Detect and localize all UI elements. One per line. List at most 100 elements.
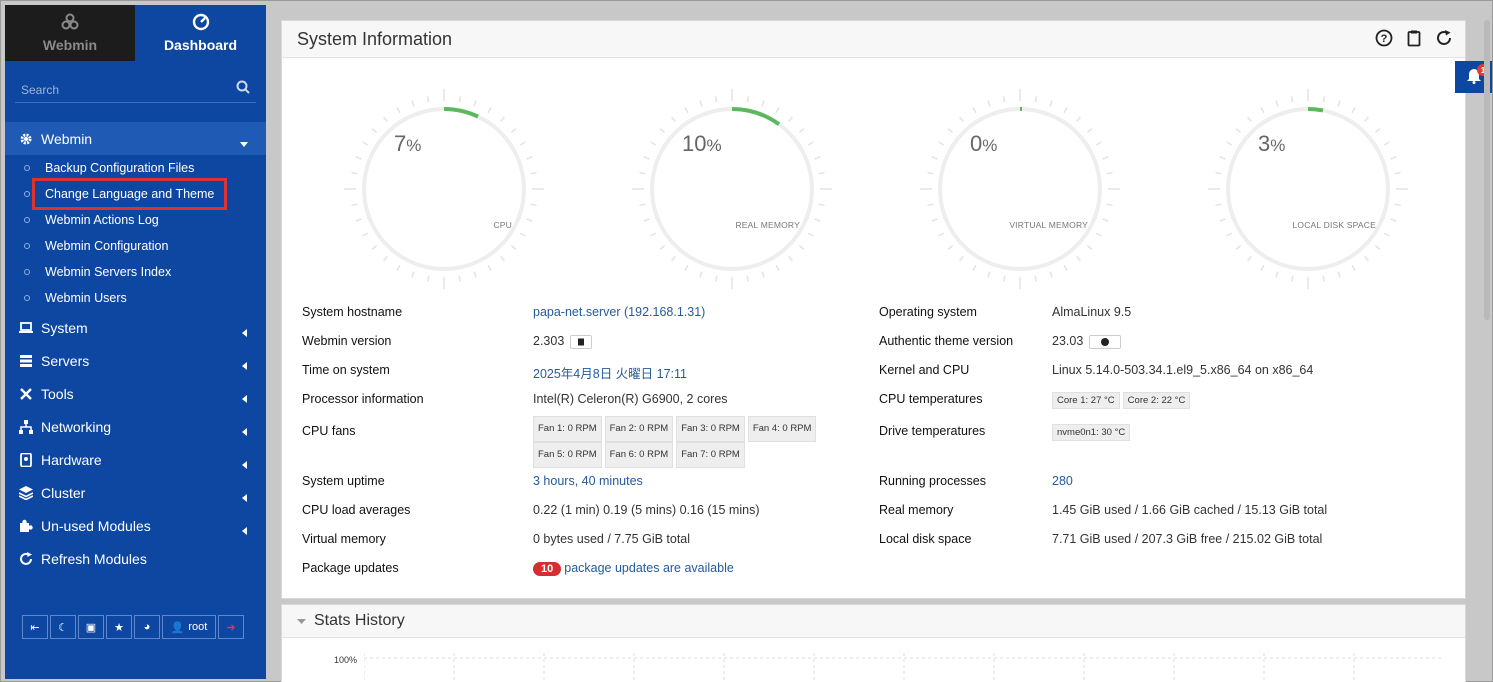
gauge-tick [714,96,718,103]
gauge-tick [1002,275,1006,282]
gauge-tick [972,107,977,114]
gauge-tick [775,264,780,271]
gauge-dial [1208,89,1408,289]
server-stack-icon [19,354,33,368]
info-val: 1.45 GiB used / 1.66 GiB cached / 15.13 … [1052,503,1328,517]
gauge-tick [499,116,505,123]
uptime-link[interactable]: 3 hours, 40 minutes [533,474,643,488]
fan-chip: Fan 2: 0 RPM [604,416,674,442]
search-icon[interactable] [236,80,250,99]
svg-text:?: ? [1381,33,1388,45]
gauge-tick [761,271,765,278]
gauge-tick [798,128,805,134]
cpu-temp-chips: Core 1: 27 °C Core 2: 22 °C [1052,392,1193,409]
fan-chip: Fan 6: 0 RPM [604,442,674,468]
gauge-tick [947,244,954,250]
gauge-tick [1226,232,1233,237]
gauge-tick [1351,107,1356,114]
gauge-virtual-memory: 0% VIRTUAL MEMORY [920,89,1120,289]
nav-category-hardware[interactable]: Hardware [5,443,266,476]
info-key: Webmin version [302,334,392,348]
gauge-tick [659,128,666,134]
gauge-tick [938,232,945,237]
bullet-icon [24,217,30,223]
tab-dashboard-label: Dashboard [163,37,238,53]
night-mode-button[interactable]: ☾ [50,615,76,639]
bullet-icon [24,191,30,197]
nav-category-tools[interactable]: Tools [5,377,266,410]
fan-chips: Fan 1: 0 RPM Fan 2: 0 RPM Fan 3: 0 RPM Fan … [533,416,823,468]
gauge-tick [699,100,703,107]
gauge-dial [920,89,1120,289]
info-key: Kernel and CPU [879,363,970,377]
user-button[interactable]: 👤 root [162,615,216,639]
nav-category-webmin-label: Webmin [41,130,93,147]
gauge-tick [1322,275,1326,282]
theme-button[interactable]: ◕ [134,615,160,639]
gauge-tick [411,100,415,107]
nav-sub-change-language-theme[interactable]: Change Language and Theme [5,178,266,210]
processes-link[interactable]: 280 [1052,474,1073,488]
tab-webmin[interactable]: Webmin [5,5,135,61]
nav-sub-actions-log[interactable]: Webmin Actions Log [5,207,266,233]
scrollbar-thumb[interactable] [1484,20,1490,320]
terminal-button[interactable]: ▣ [78,615,104,639]
gauge-tick [1106,171,1113,175]
gauge-tick [807,141,814,146]
help-icon[interactable]: ? [1375,29,1395,49]
gauge-tick [1034,275,1038,282]
favorites-button[interactable]: ★ [106,615,132,639]
gauge-tick [1075,255,1081,262]
gauge-label: LOCAL DISK SPACE [1292,220,1376,230]
gauge-tick [355,156,362,160]
caret-left-icon [242,324,248,340]
gauge-tick [383,116,389,123]
caret-left-icon [242,456,248,472]
search-input[interactable] [21,82,221,97]
nav-category-servers[interactable]: Servers [5,344,266,377]
nav-category-cluster[interactable]: Cluster [5,476,266,509]
gauge-tick [1102,156,1109,160]
gauge-tick [1095,141,1102,146]
gauge-tick [650,232,657,237]
gauge-label: CPU [493,220,512,230]
nav-category-system-label: System [41,319,88,336]
collapse-sidebar-button[interactable]: ⇤ [22,615,48,639]
clipboard-icon[interactable] [1405,29,1425,49]
stats-panel-header[interactable]: Stats History [282,605,1465,638]
system-time-link[interactable]: 2025年4月8日 火曜日 17:11 [533,367,688,381]
info-key: Package updates [302,561,399,575]
nav-sub-servers-index[interactable]: Webmin Servers Index [5,259,266,285]
hdd-icon [19,452,33,467]
nav-category-unused-modules[interactable]: Un-used Modules [5,509,266,542]
nav-category-webmin[interactable]: Webmin [5,122,266,155]
package-updates-link[interactable]: 10 package updates are available [533,561,734,576]
gauge-tick [499,255,505,262]
terminal-icon: ▣ [85,621,97,634]
page-scrollbar[interactable] [1482,20,1492,680]
nav-sub-webmin-users[interactable]: Webmin Users [5,285,266,311]
refresh-icon[interactable] [1435,29,1455,49]
hostname-link[interactable]: papa-net.server (192.168.1.31) [533,305,706,319]
gauge-tick [487,107,492,114]
fan-chip: Fan 7: 0 RPM [676,442,745,468]
gauge-tick [1363,255,1369,262]
changelog-button[interactable] [570,334,593,349]
nav-sub-webmin-configuration[interactable]: Webmin Configuration [5,233,266,259]
gauge-tick [1219,218,1226,222]
nav-sub-backup-config[interactable]: Backup Configuration Files [5,155,266,181]
nav-category-networking[interactable]: Networking [5,410,266,443]
tab-dashboard[interactable]: Dashboard [135,5,266,61]
logout-button[interactable]: ➜ [218,615,244,639]
gauge-tick [530,203,537,207]
temp-chip: Core 1: 27 °C [1052,392,1120,409]
temp-chip: nvme0n1: 30 °C [1052,424,1131,441]
gauge-tick [818,203,825,207]
nav-category-system[interactable]: System [5,311,266,344]
nav-refresh-modules[interactable]: Refresh Modules [5,542,266,575]
theme-changelog-button[interactable] [1089,334,1122,349]
info-key: System uptime [302,474,385,488]
info-val: 2.303 [533,334,593,349]
gauge-tick [1235,128,1242,134]
gauge-tick [931,156,938,160]
